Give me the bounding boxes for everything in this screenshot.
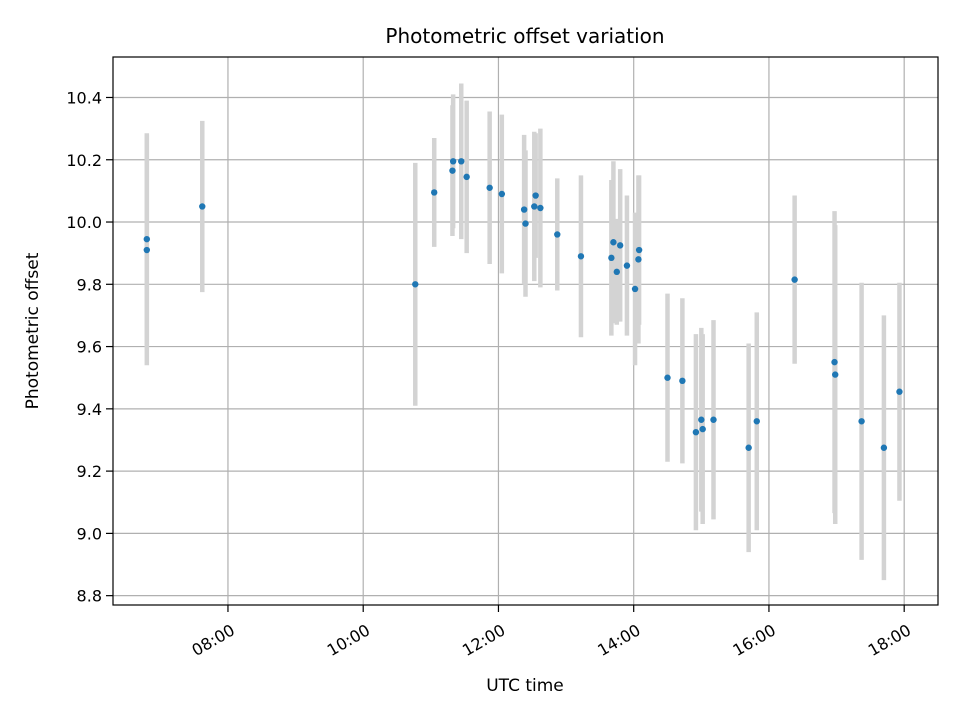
data-point (699, 425, 706, 433)
data-point (896, 388, 903, 395)
data-point (880, 444, 888, 451)
data-point (199, 203, 206, 210)
data-point (710, 416, 717, 423)
data-point (498, 190, 506, 198)
data-point (522, 220, 529, 227)
plot-area (112, 56, 939, 606)
data-point (449, 167, 456, 174)
data-point (791, 276, 798, 283)
data-point (537, 204, 544, 212)
data-point (143, 246, 151, 254)
data-point (616, 242, 624, 249)
y-tick-label: 8.8 (77, 587, 102, 606)
data-point (635, 246, 643, 254)
data-point (449, 158, 457, 165)
data-point (431, 189, 438, 196)
chart-title: Photometric offset variation (385, 24, 664, 48)
data-point (412, 281, 419, 288)
y-axis: 8.8 9.0 9.2 9.4 9.6 9.8 10.0 10.2 10.4 (66, 88, 113, 606)
data-point (623, 262, 631, 269)
data-point (664, 374, 671, 381)
data-point (520, 206, 528, 213)
y-axis-title: Photometric offset (23, 252, 43, 409)
y-tick-label: 9.8 (77, 275, 102, 294)
data-point (610, 239, 617, 246)
data-point (631, 285, 639, 293)
y-tick-label: 9.6 (77, 338, 102, 357)
data-point (463, 173, 470, 181)
data-point (613, 268, 620, 276)
data-point (554, 231, 561, 238)
y-tick-label: 9.2 (77, 462, 102, 481)
data-point (698, 416, 705, 423)
data-point (679, 377, 686, 385)
data-point (832, 371, 839, 378)
y-tick-label: 10.4 (66, 88, 102, 107)
y-tick-label: 9.0 (77, 524, 102, 543)
y-tick-label: 10.0 (66, 213, 102, 232)
y-tick-label: 9.4 (77, 400, 102, 419)
data-point (143, 235, 151, 243)
data-point (532, 192, 539, 199)
x-axis-title: UTC time (486, 676, 564, 696)
data-point (745, 444, 752, 451)
data-point (458, 158, 465, 165)
data-points (143, 158, 903, 451)
y-tick-label: 10.2 (66, 151, 102, 170)
data-point (531, 203, 538, 210)
data-point (635, 256, 642, 263)
data-point (486, 184, 493, 191)
data-point (577, 253, 585, 260)
data-point (692, 428, 700, 436)
data-point (608, 254, 615, 262)
data-point (858, 418, 865, 425)
data-point (831, 358, 838, 366)
data-point (753, 418, 760, 425)
